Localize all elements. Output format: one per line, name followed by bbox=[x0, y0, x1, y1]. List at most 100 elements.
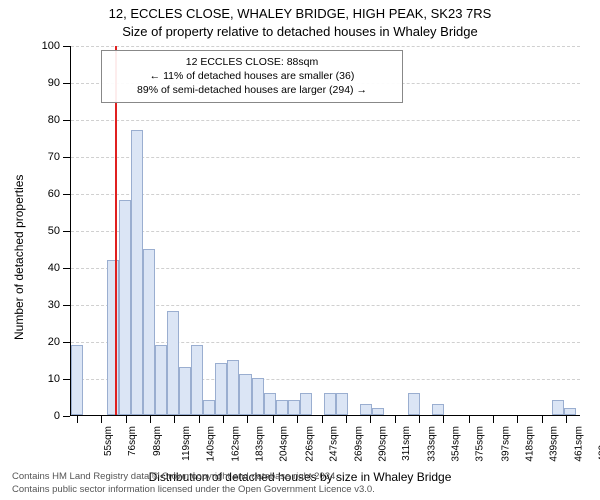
x-tick bbox=[370, 416, 371, 423]
x-tick-label: 98sqm bbox=[152, 426, 163, 456]
x-tick-label: 354sqm bbox=[451, 426, 462, 462]
credits-line-2: Contains public sector information licen… bbox=[12, 484, 375, 496]
y-tick-label: 60 bbox=[48, 188, 60, 200]
y-tick bbox=[63, 268, 70, 269]
y-tick bbox=[63, 83, 70, 84]
x-tick-label: 119sqm bbox=[181, 426, 192, 461]
histogram-bar bbox=[360, 404, 372, 415]
histogram-bar bbox=[336, 393, 348, 415]
reference-annotation-box: 12 ECCLES CLOSE: 88sqm← 11% of detached … bbox=[101, 50, 403, 103]
x-tick bbox=[247, 416, 248, 423]
x-tick bbox=[395, 416, 396, 423]
x-tick bbox=[443, 416, 444, 423]
x-tick bbox=[346, 416, 347, 423]
x-tick-label: 269sqm bbox=[354, 426, 365, 462]
x-tick bbox=[101, 416, 102, 423]
histogram-bar bbox=[107, 260, 119, 415]
x-tick bbox=[419, 416, 420, 423]
histogram-bar bbox=[167, 311, 179, 415]
histogram-bar bbox=[227, 360, 239, 416]
y-tick-label: 100 bbox=[42, 40, 60, 52]
x-tick-label: 461sqm bbox=[574, 426, 585, 462]
y-tick-label: 80 bbox=[48, 114, 60, 126]
x-tick bbox=[322, 416, 323, 423]
annotation-line: 12 ECCLES CLOSE: 88sqm bbox=[110, 55, 394, 69]
annotation-line: ← 11% of detached houses are smaller (36… bbox=[110, 69, 394, 83]
histogram-plot: 12 ECCLES CLOSE: 88sqm← 11% of detached … bbox=[70, 46, 580, 416]
gridline bbox=[71, 231, 580, 232]
x-tick-label: 397sqm bbox=[500, 426, 511, 462]
histogram-bar bbox=[252, 378, 264, 415]
x-tick bbox=[493, 416, 494, 423]
x-tick bbox=[273, 416, 274, 423]
y-tick bbox=[63, 120, 70, 121]
histogram-bar bbox=[264, 393, 276, 415]
y-tick-label: 30 bbox=[48, 299, 60, 311]
y-tick-label: 20 bbox=[48, 336, 60, 348]
y-tick bbox=[63, 231, 70, 232]
x-tick-label: 183sqm bbox=[255, 426, 266, 462]
x-tick-label: 311sqm bbox=[401, 426, 412, 461]
histogram-bar bbox=[408, 393, 420, 415]
x-tick-label: 418sqm bbox=[524, 426, 535, 462]
x-tick bbox=[126, 416, 127, 423]
x-tick bbox=[199, 416, 200, 423]
y-tick bbox=[63, 157, 70, 158]
annotation-line: 89% of semi-detached houses are larger (… bbox=[110, 83, 394, 97]
histogram-bar bbox=[324, 393, 336, 415]
y-tick-label: 70 bbox=[48, 151, 60, 163]
x-tick-label: 226sqm bbox=[304, 426, 315, 462]
histogram-bar bbox=[276, 400, 288, 415]
histogram-bar bbox=[432, 404, 444, 415]
x-tick bbox=[77, 416, 78, 423]
credits-line-1: Contains HM Land Registry data © Crown c… bbox=[12, 471, 375, 483]
y-tick-label: 40 bbox=[48, 262, 60, 274]
y-tick-label: 50 bbox=[48, 225, 60, 237]
histogram-bar bbox=[143, 249, 155, 416]
histogram-bar bbox=[131, 130, 143, 415]
x-tick bbox=[297, 416, 298, 423]
x-tick-label: 204sqm bbox=[279, 426, 290, 462]
histogram-bar bbox=[155, 345, 167, 415]
y-tick-label: 0 bbox=[54, 410, 60, 422]
histogram-bar bbox=[203, 400, 215, 415]
x-tick bbox=[566, 416, 567, 423]
x-tick bbox=[469, 416, 470, 423]
chart-title-sub: Size of property relative to detached ho… bbox=[0, 24, 600, 39]
x-tick bbox=[223, 416, 224, 423]
histogram-bar bbox=[239, 374, 251, 415]
y-tick bbox=[63, 194, 70, 195]
x-tick-label: 290sqm bbox=[378, 426, 389, 462]
histogram-bar bbox=[71, 345, 83, 415]
x-tick-label: 439sqm bbox=[548, 426, 559, 462]
y-tick-label: 90 bbox=[48, 77, 60, 89]
y-tick bbox=[63, 305, 70, 306]
chart-title-main: 12, ECCLES CLOSE, WHALEY BRIDGE, HIGH PE… bbox=[0, 6, 600, 21]
histogram-bar bbox=[564, 408, 576, 415]
x-tick-label: 333sqm bbox=[427, 426, 438, 462]
histogram-bar bbox=[191, 345, 203, 415]
x-tick-label: 247sqm bbox=[328, 426, 339, 462]
histogram-bar bbox=[300, 393, 312, 415]
y-tick-label: 10 bbox=[48, 373, 60, 385]
x-tick-label: 162sqm bbox=[231, 426, 242, 462]
credits-text: Contains HM Land Registry data © Crown c… bbox=[12, 471, 375, 496]
x-tick bbox=[174, 416, 175, 423]
x-tick bbox=[150, 416, 151, 423]
histogram-bar bbox=[552, 400, 564, 415]
y-tick bbox=[63, 46, 70, 47]
x-tick-label: 375sqm bbox=[475, 426, 486, 462]
x-tick-label: 140sqm bbox=[206, 426, 217, 462]
x-tick-label: 76sqm bbox=[127, 426, 138, 456]
histogram-bar bbox=[119, 200, 131, 415]
x-tick bbox=[542, 416, 543, 423]
y-tick bbox=[63, 416, 70, 417]
y-axis-label: Number of detached properties bbox=[12, 175, 26, 340]
histogram-bar bbox=[179, 367, 191, 415]
x-tick bbox=[517, 416, 518, 423]
gridline bbox=[71, 157, 580, 158]
x-tick-label: 55sqm bbox=[103, 426, 114, 456]
histogram-bar bbox=[215, 363, 227, 415]
gridline bbox=[71, 194, 580, 195]
gridline bbox=[71, 120, 580, 121]
